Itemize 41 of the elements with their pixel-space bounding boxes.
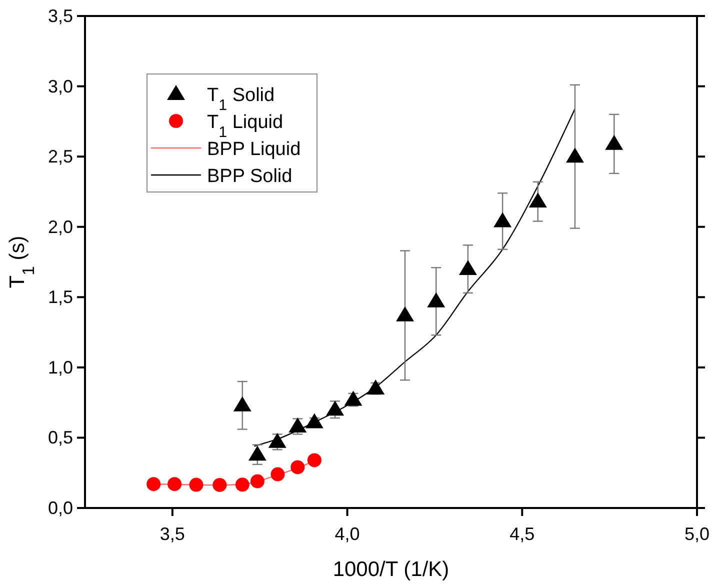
point [290, 460, 305, 474]
y-tick-label: 1,0 [48, 357, 73, 378]
y-tick-label: 0,5 [48, 428, 73, 448]
point [212, 478, 227, 492]
x-tick-label: 4,0 [334, 524, 360, 544]
legend-label: BPP Liquid [207, 139, 301, 160]
point [248, 446, 266, 461]
point [326, 400, 344, 416]
point [288, 417, 307, 432]
x-tick-label: 4,5 [510, 524, 535, 544]
y-tick-label: 0,0 [48, 498, 73, 518]
y-tick-label: 1,5 [48, 287, 73, 308]
point [233, 396, 252, 412]
x-axis-title: 1000/T (1/K) [332, 558, 450, 581]
y-tick-label: 2,5 [48, 146, 73, 167]
point [427, 292, 446, 308]
y-tick-label: 3,5 [48, 6, 73, 26]
point [396, 306, 414, 322]
x-tick-label: 5,0 [684, 524, 710, 544]
point [307, 453, 322, 468]
point [305, 413, 324, 428]
point [189, 478, 204, 492]
point [250, 474, 264, 488]
y-tick-label: 2,0 [48, 216, 73, 237]
point [528, 192, 547, 208]
point [235, 478, 250, 492]
point [344, 390, 362, 406]
legend-label: BPP Solid [207, 166, 292, 187]
point [268, 432, 286, 448]
x-tick-label: 3,5 [160, 524, 185, 544]
y-tick-label: 3,0 [48, 76, 73, 96]
point [566, 148, 584, 163]
point [494, 212, 512, 228]
legend-label: T$_{1}$ Solid [207, 85, 275, 114]
point [146, 477, 161, 492]
point [366, 380, 385, 395]
point [458, 260, 477, 276]
point [168, 477, 182, 492]
point [270, 467, 285, 482]
point [605, 134, 624, 150]
legend-label: T$_{1}$ Liquid [207, 112, 284, 140]
